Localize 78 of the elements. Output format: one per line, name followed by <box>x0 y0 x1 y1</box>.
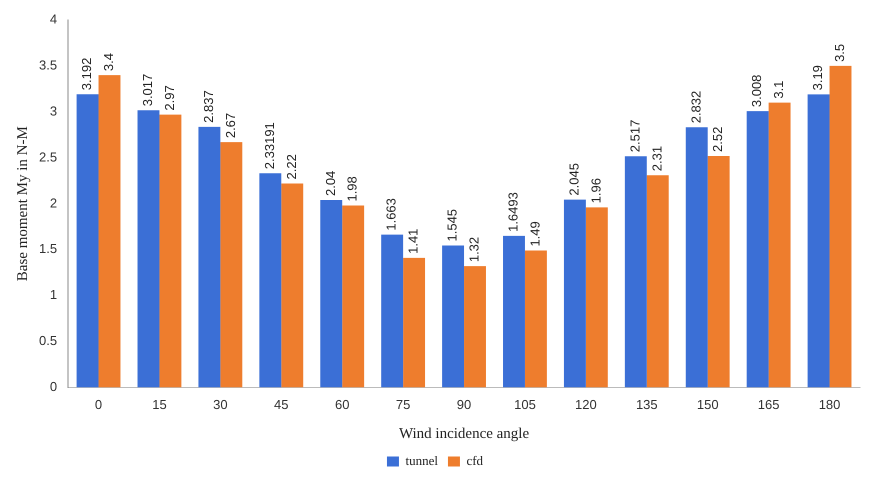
data-label: 1.98 <box>344 176 360 202</box>
data-label: 2.97 <box>162 85 177 111</box>
bar <box>524 250 547 388</box>
bar <box>830 66 852 388</box>
bar <box>76 94 99 388</box>
x-tick-label: 75 <box>396 396 410 412</box>
data-label: 2.837 <box>200 90 216 123</box>
bar <box>586 207 608 388</box>
bar <box>646 175 669 388</box>
y-axis-title: Base moment My in N-M <box>14 126 31 282</box>
bar <box>281 183 304 388</box>
bar <box>442 245 464 388</box>
data-label: 1.41 <box>406 228 421 254</box>
bar <box>708 156 730 388</box>
x-axis-title: Wind incidence angle <box>398 426 530 442</box>
x-tick-label: 60 <box>334 396 350 412</box>
x-tick-label: 105 <box>514 396 536 412</box>
y-tick-label: 0 <box>50 378 58 394</box>
bar <box>342 206 364 388</box>
data-label: 3.5 <box>832 44 848 62</box>
bar <box>259 173 282 388</box>
data-label: 3.192 <box>79 58 94 90</box>
y-tick-label: 4 <box>50 12 58 27</box>
data-label: 3.017 <box>140 74 156 106</box>
data-label: 3.4 <box>101 53 116 72</box>
x-tick-label: 15 <box>152 396 167 412</box>
bar <box>808 94 830 388</box>
data-label: 1.32 <box>466 236 482 262</box>
data-label: 2.52 <box>710 126 726 152</box>
data-label: 2.22 <box>284 154 299 180</box>
bar <box>198 126 220 388</box>
x-tick-label: 30 <box>213 396 228 412</box>
x-tick-label: 120 <box>575 396 597 412</box>
bar <box>503 236 525 388</box>
data-label: 2.832 <box>688 90 704 124</box>
y-tick-label: 3 <box>50 103 58 118</box>
x-tick-label: 90 <box>456 396 472 412</box>
bar <box>768 102 791 388</box>
y-tick-label: 1 <box>50 287 58 302</box>
data-label: 1.6493 <box>506 192 521 232</box>
data-label: 1.545 <box>444 208 460 242</box>
bar <box>686 127 708 388</box>
data-label: 2.04 <box>322 170 338 196</box>
legend-label: tunnel <box>405 452 438 468</box>
data-label: 2.31 <box>649 146 664 172</box>
y-tick-label: 3.5 <box>38 58 58 73</box>
bar <box>403 258 426 388</box>
bar <box>746 111 769 388</box>
y-tick-label: 1.5 <box>38 241 58 256</box>
bar <box>381 234 404 388</box>
x-tick-label: 150 <box>696 396 719 412</box>
bar <box>98 75 120 388</box>
y-tick-label: 2.5 <box>38 149 58 164</box>
bar <box>464 266 486 388</box>
legend-label: cfd <box>466 452 484 468</box>
y-tick-label: 0.5 <box>38 333 58 348</box>
x-tick-label: 45 <box>274 396 289 412</box>
data-label: 1.663 <box>384 198 399 231</box>
data-label: 1.96 <box>588 178 604 204</box>
x-tick-label: 180 <box>818 396 840 412</box>
data-label: 3.1 <box>771 80 786 99</box>
bar <box>320 200 342 388</box>
x-tick-label: 165 <box>758 396 780 412</box>
bar <box>220 142 242 388</box>
y-tick-label: 2 <box>50 195 58 210</box>
x-tick-label: 0 <box>94 396 102 412</box>
data-label: 1.49 <box>527 221 542 247</box>
data-label: 3.008 <box>749 74 764 108</box>
bar <box>138 110 160 388</box>
bar <box>624 156 647 388</box>
data-label: 3.19 <box>810 65 826 90</box>
x-tick-label: 135 <box>636 396 658 412</box>
data-label: 2.67 <box>222 112 238 138</box>
data-label: 2.517 <box>627 120 642 152</box>
data-label: 2.045 <box>566 163 582 196</box>
data-label: 2.33191 <box>262 122 277 170</box>
bar <box>564 200 586 388</box>
bar <box>159 114 182 388</box>
